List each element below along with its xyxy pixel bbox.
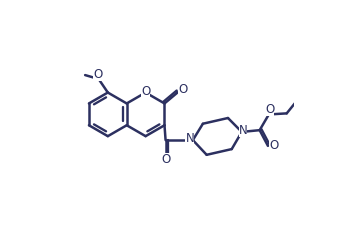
- Text: O: O: [178, 83, 188, 96]
- Text: O: O: [141, 85, 150, 98]
- Text: N: N: [238, 124, 247, 137]
- Text: O: O: [161, 153, 170, 166]
- Text: O: O: [265, 103, 274, 116]
- Text: N: N: [185, 132, 194, 146]
- Text: O: O: [269, 139, 278, 152]
- Text: O: O: [93, 68, 102, 81]
